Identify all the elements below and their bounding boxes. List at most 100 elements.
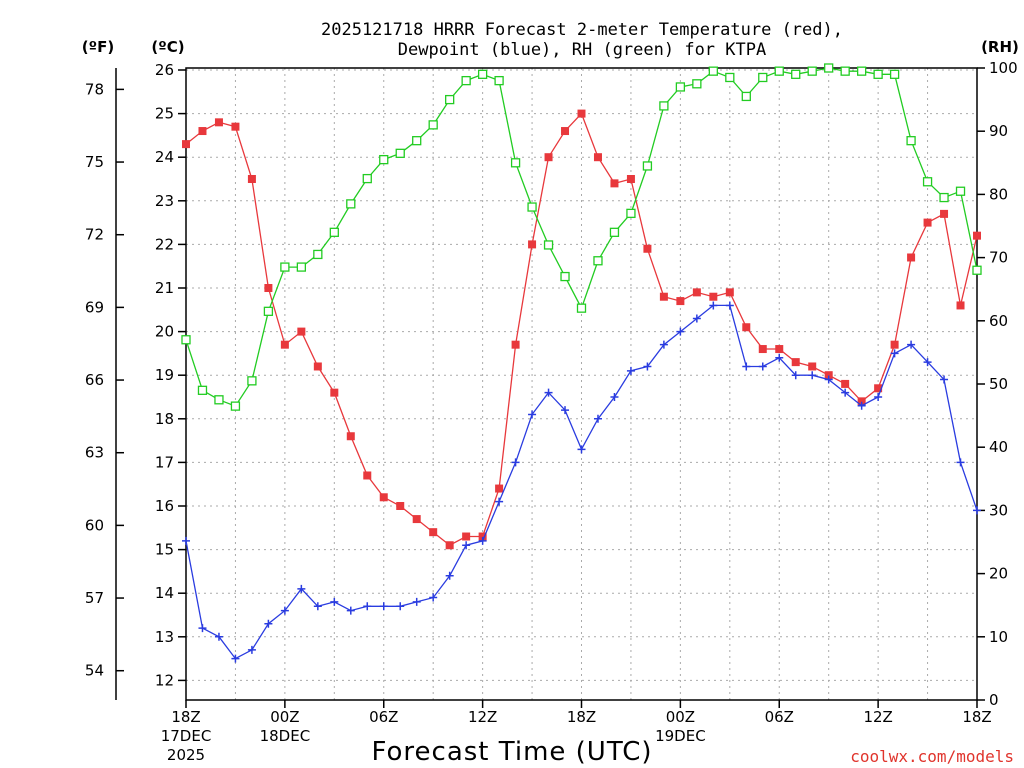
rh-point-21 [527,202,537,212]
temperature-point-38 [808,362,817,371]
rh-point-1 [197,385,208,395]
rh-point-16 [445,94,455,105]
temperature-point-7 [297,327,306,336]
rh-point-30 [675,82,686,92]
unit-label-celsius: (ºC) [151,38,184,56]
rh-point-13 [395,148,405,158]
f-tick-label-3: 63 [85,444,104,462]
series-temperature [182,109,981,550]
unit-label-rh: (RH) [981,38,1019,56]
unit-label-fahrenheit: (ºF) [82,38,114,56]
rh-point-38 [807,66,817,76]
rh-point-37 [791,69,801,79]
dewpoint-point-45 [923,358,932,367]
rh-point-35 [758,72,768,83]
rh-tick-label-9: 90 [989,122,1008,140]
rh-point-45 [922,177,933,187]
rh-point-43 [889,69,900,79]
temperature-point-8 [313,362,322,371]
temperature-point-30 [676,297,685,306]
dewpoint-point-1 [198,624,207,633]
rh-point-23 [560,271,570,282]
dewpoint-point-47 [956,458,965,467]
dewpoint-point-16 [445,571,454,580]
temperature-point-36 [775,345,784,354]
c-tick-label-13: 25 [155,105,174,123]
rh-point-24 [576,303,587,313]
c-tick-label-6: 18 [155,410,174,428]
x-tick-label-5-0: 00Z [666,708,695,726]
rh-point-10 [346,199,356,209]
temperature-point-47 [956,301,965,310]
dewpoint-point-18 [478,536,487,545]
rh-point-22 [543,240,554,250]
dewpoint-point-35 [758,362,767,371]
temperature-point-20 [511,340,520,349]
rh-axis: 0 10 20 30 40 50 60 70 80 90 100 [977,59,1018,709]
rh-tick-label-0: 0 [989,691,999,709]
rh-point-32 [708,66,718,76]
f-tick-label-2: 60 [85,516,104,534]
rh-tick-label-2: 20 [989,565,1008,583]
dewpoint-point-19 [495,497,504,506]
temperature-point-10 [346,432,355,441]
f-tick-label-8: 78 [85,80,104,98]
dewpoint-point-0 [182,536,190,545]
dewpoint-point-23 [561,406,570,415]
rh-point-5 [263,306,274,316]
rh-point-14 [412,136,422,146]
temperature-point-11 [363,471,372,480]
c-tick-label-10: 22 [155,235,174,253]
rh-point-8 [313,249,323,260]
rh-point-40 [840,66,850,76]
c-tick-label-7: 19 [155,366,174,384]
rh-point-20 [510,158,521,168]
rh-point-41 [856,66,867,76]
temperature-point-15 [429,528,438,537]
dewpoint-point-46 [940,375,949,384]
dewpoint-point-31 [692,314,701,323]
rh-point-2 [214,395,224,405]
rh-point-11 [362,173,372,184]
x-tick-label-0-2: 2025 [167,746,205,764]
rh-point-15 [428,120,438,130]
x-tick-label-7-0: 12Z [863,708,892,726]
credit-text: coolwx.com/models [850,747,1014,766]
dewpoint-point-17 [462,541,471,550]
dewpoint-point-8 [313,602,322,611]
rh-point-3 [230,401,241,411]
temperature-point-35 [758,345,767,354]
f-tick-label-5: 69 [85,298,104,316]
rh-point-9 [329,227,339,237]
rh-point-7 [296,262,307,272]
temperature-point-13 [396,502,405,510]
temperature-point-12 [379,493,388,502]
c-tick-label-12: 24 [155,148,174,166]
rh-tick-label-3: 30 [989,501,1008,519]
temperature-point-42 [874,384,883,393]
temperature-point-34 [742,323,751,332]
series-dewpoint [182,301,981,663]
x-tick-label-3-0: 12Z [468,708,497,726]
f-tick-label-1: 57 [85,589,104,607]
temperature-point-24 [577,109,586,118]
temperature-point-28 [643,244,652,253]
rh-tick-label-1: 10 [989,628,1008,646]
rh-point-44 [906,136,916,146]
x-axis-label: Forecast Time (UTC) [371,737,652,767]
temperature-point-40 [841,379,850,388]
chart-title-line1: 2025121718 HRRR Forecast 2-meter Tempera… [321,20,843,40]
series-layer [181,63,982,663]
rh-point-34 [741,91,751,102]
dewpoint-point-40 [841,388,850,397]
temperature-point-22 [544,153,553,162]
c-tick-label-9: 21 [155,279,174,297]
temperature-point-21 [528,240,537,249]
c-tick-label-2: 14 [155,584,174,602]
rh-tick-label-6: 60 [989,312,1008,330]
dewpoint-point-15 [429,593,438,602]
dewpoint-point-7 [297,584,306,593]
rh-point-39 [824,63,834,73]
c-tick-label-0: 12 [155,671,174,689]
x-tick-label-2-0: 06Z [369,708,398,726]
